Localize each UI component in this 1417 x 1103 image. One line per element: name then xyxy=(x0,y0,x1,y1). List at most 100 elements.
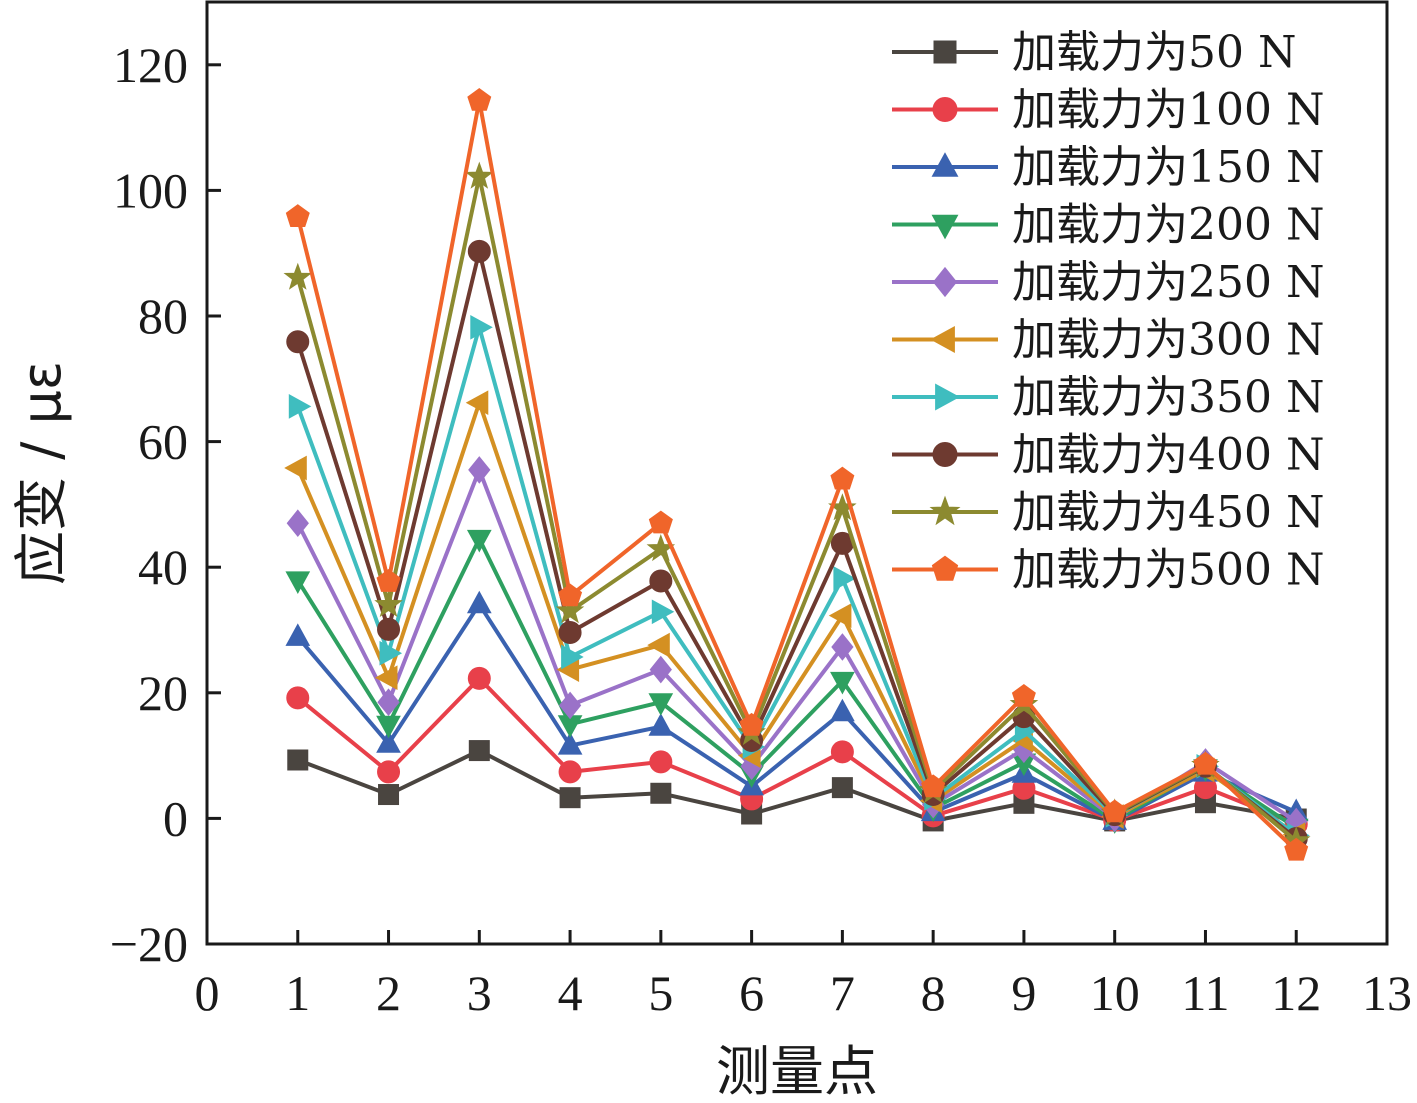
data-point xyxy=(376,730,401,753)
data-point xyxy=(470,314,493,340)
series-10 xyxy=(285,87,1309,861)
series-layer xyxy=(283,87,1311,861)
data-point xyxy=(831,633,854,661)
x-tick-label: 13 xyxy=(1362,965,1412,1021)
data-point xyxy=(558,691,582,720)
x-tick-label: 3 xyxy=(467,965,492,1021)
data-point xyxy=(558,760,582,784)
legend-item: 加载力为450 N xyxy=(892,487,1324,538)
data-point xyxy=(650,782,672,804)
y-tick-label: 80 xyxy=(138,288,188,344)
data-point xyxy=(376,568,401,592)
data-point xyxy=(648,713,674,736)
legend-item: 加载力为50 N xyxy=(892,27,1296,78)
data-point xyxy=(466,590,492,614)
x-tick-labels: 0 1 2 3 4 5 6 7 8 9 10 11 12 13 xyxy=(195,965,1413,1021)
x-axis-title: 测量点 xyxy=(716,1040,878,1103)
data-point xyxy=(465,161,494,189)
legend-marker xyxy=(933,40,957,64)
y-tick-label: 0 xyxy=(163,790,188,846)
y-tick-label: 20 xyxy=(138,665,188,721)
legend-marker xyxy=(932,442,958,467)
x-tick-label: 0 xyxy=(195,965,220,1021)
data-point xyxy=(285,571,311,594)
data-point xyxy=(649,750,673,774)
data-point xyxy=(921,774,946,798)
data-point xyxy=(283,262,313,290)
series-1 xyxy=(287,740,1307,832)
x-tick-label: 6 xyxy=(739,965,764,1021)
data-point xyxy=(830,671,855,695)
legend-item: 加载力为200 N xyxy=(892,200,1324,251)
data-point xyxy=(288,394,312,419)
data-point xyxy=(284,455,307,481)
x-tick-label: 8 xyxy=(921,965,946,1021)
legend: 加载力为50 N 加载力为100 N 加载力为150 N 加载力为200 N 加载力为2… xyxy=(892,27,1324,596)
legend-label: 加载力为300 N xyxy=(1012,315,1324,366)
legend-marker xyxy=(929,495,961,526)
data-point xyxy=(555,596,585,624)
data-point xyxy=(1011,683,1036,707)
data-point xyxy=(466,529,492,553)
legend-marker xyxy=(930,326,955,353)
legend-item: 加载力为100 N xyxy=(892,85,1324,136)
data-point xyxy=(467,87,492,111)
data-point xyxy=(379,640,403,666)
data-point xyxy=(378,784,400,806)
data-point xyxy=(286,686,310,710)
data-point xyxy=(558,621,582,645)
data-point xyxy=(828,603,852,628)
legend-label: 加载力为50 N xyxy=(1012,27,1296,78)
data-point xyxy=(830,698,855,722)
legend-marker xyxy=(931,555,959,581)
data-point xyxy=(647,632,670,658)
legend-item: 加载力为350 N xyxy=(892,372,1324,423)
legend-marker xyxy=(931,214,959,240)
legend-item: 加载力为250 N xyxy=(892,257,1324,308)
x-tick-label: 12 xyxy=(1271,965,1321,1021)
axis-ticks xyxy=(205,63,1389,946)
legend-item: 加载力为400 N xyxy=(892,430,1324,481)
series-line xyxy=(297,748,1297,823)
data-point xyxy=(377,617,401,641)
legend-label: 加载力为500 N xyxy=(1012,545,1324,596)
data-point xyxy=(374,589,403,618)
data-point xyxy=(468,740,490,762)
data-point xyxy=(286,330,310,354)
legend-label: 加载力为250 N xyxy=(1012,257,1324,308)
data-point xyxy=(833,566,856,591)
y-tick-label: −20 xyxy=(110,916,188,972)
data-point xyxy=(465,390,489,416)
data-point xyxy=(285,623,311,646)
y-tick-label: 40 xyxy=(138,539,188,595)
data-point xyxy=(467,666,491,690)
data-point xyxy=(374,665,398,691)
data-point xyxy=(648,693,674,716)
data-point xyxy=(557,732,583,755)
data-point xyxy=(1102,799,1127,823)
x-tick-label: 2 xyxy=(376,965,401,1021)
data-point xyxy=(1193,751,1218,775)
legend-label: 加载力为100 N xyxy=(1012,85,1324,136)
legend-item: 加载力为500 N xyxy=(892,545,1324,596)
x-tick-label: 7 xyxy=(830,965,855,1021)
y-tick-label: 100 xyxy=(113,162,188,218)
data-point xyxy=(285,204,310,227)
x-tick-label: 11 xyxy=(1181,965,1229,1021)
data-point xyxy=(558,583,583,607)
x-tick-label: 1 xyxy=(285,965,310,1021)
legend-item: 加载力为300 N xyxy=(892,315,1324,366)
legend-label: 加载力为150 N xyxy=(1012,142,1324,193)
legend-marker xyxy=(932,266,958,298)
legend-label: 加载力为450 N xyxy=(1012,487,1324,538)
data-point xyxy=(559,787,581,809)
legend-marker xyxy=(931,152,959,177)
data-point xyxy=(376,715,401,739)
series-line xyxy=(296,536,1298,830)
y-axis-title: 应变 / με xyxy=(10,361,73,585)
data-point xyxy=(651,599,675,625)
y-tick-label: 120 xyxy=(113,37,188,93)
data-point xyxy=(739,712,764,736)
y-tick-labels: −20 0 20 40 60 80 100 120 xyxy=(110,37,188,972)
